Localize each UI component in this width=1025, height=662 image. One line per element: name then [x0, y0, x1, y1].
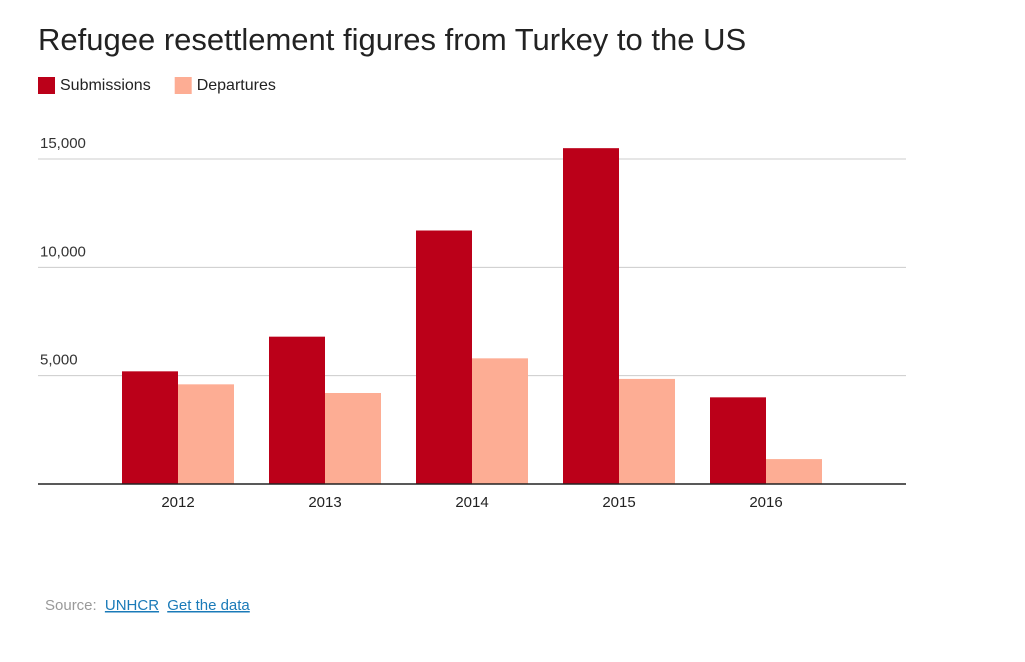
- bar: [766, 459, 822, 484]
- legend-label: Submissions: [60, 77, 151, 94]
- x-tick-label: 2016: [749, 494, 782, 511]
- x-tick-label: 2013: [308, 494, 341, 511]
- legend-swatch: [38, 77, 55, 94]
- bar: [710, 397, 766, 484]
- data-link[interactable]: Get the data: [167, 597, 250, 614]
- legend-swatch: [174, 77, 192, 94]
- bar: [325, 393, 381, 484]
- bar: [619, 378, 675, 484]
- x-tick-label: 2015: [602, 494, 635, 511]
- bar: [269, 336, 325, 484]
- bar: [416, 230, 472, 484]
- x-tick-label: 2012: [161, 494, 194, 511]
- chart-title: Refugee resettlement figures from Turkey…: [38, 22, 746, 57]
- bar: [178, 384, 234, 484]
- bar: [472, 358, 528, 484]
- legend-label: Departures: [197, 77, 276, 94]
- source-link[interactable]: UNHCR: [105, 597, 159, 614]
- y-tick-label: 15,000: [40, 135, 86, 152]
- bar: [563, 148, 619, 484]
- y-tick-label: 5,000: [40, 352, 78, 369]
- y-tick-label: 10,000: [40, 243, 86, 260]
- bar: [122, 371, 178, 484]
- x-tick-label: 2014: [455, 494, 488, 511]
- source: Source: UNHCR Get the data: [45, 597, 250, 614]
- source-label: Source:: [45, 597, 97, 614]
